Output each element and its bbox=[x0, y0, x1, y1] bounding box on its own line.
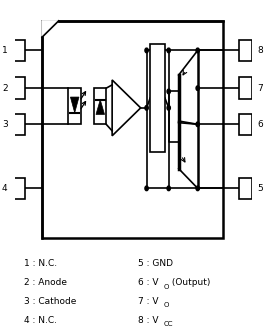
Bar bbox=[12, 77, 25, 99]
Text: 1 : N.C.: 1 : N.C. bbox=[24, 260, 57, 269]
Text: 5 : GND: 5 : GND bbox=[138, 260, 173, 269]
Text: 7 : V: 7 : V bbox=[138, 297, 159, 306]
Bar bbox=[150, 44, 165, 152]
Text: 3: 3 bbox=[2, 120, 8, 129]
Bar bbox=[42, 21, 223, 237]
Circle shape bbox=[145, 48, 148, 53]
Text: 8: 8 bbox=[257, 46, 263, 55]
Circle shape bbox=[167, 48, 170, 53]
Text: O: O bbox=[163, 302, 169, 308]
Bar bbox=[239, 40, 252, 61]
Bar bbox=[12, 178, 25, 199]
Text: 6: 6 bbox=[257, 120, 263, 129]
Polygon shape bbox=[96, 100, 104, 115]
Circle shape bbox=[196, 122, 199, 127]
Circle shape bbox=[167, 186, 170, 191]
Polygon shape bbox=[42, 21, 59, 37]
Text: 6 : V: 6 : V bbox=[138, 278, 159, 287]
Text: CC: CC bbox=[163, 321, 173, 327]
Text: 4 : N.C.: 4 : N.C. bbox=[24, 316, 57, 325]
Text: O: O bbox=[163, 284, 169, 290]
Circle shape bbox=[196, 186, 199, 191]
Circle shape bbox=[145, 186, 148, 191]
Text: 7: 7 bbox=[257, 84, 263, 93]
Text: 2: 2 bbox=[2, 84, 8, 93]
Text: 8 : V: 8 : V bbox=[138, 316, 159, 325]
Bar bbox=[12, 40, 25, 61]
Text: 4: 4 bbox=[2, 184, 8, 193]
Text: 5: 5 bbox=[257, 184, 263, 193]
Circle shape bbox=[167, 106, 170, 110]
Bar bbox=[239, 114, 252, 135]
Text: 2 : Anode: 2 : Anode bbox=[24, 278, 67, 287]
Circle shape bbox=[196, 86, 199, 91]
Bar bbox=[12, 114, 25, 135]
Circle shape bbox=[196, 48, 199, 53]
Bar bbox=[68, 88, 81, 124]
Circle shape bbox=[167, 89, 170, 94]
Polygon shape bbox=[70, 97, 79, 113]
Bar bbox=[239, 77, 252, 99]
Text: 1: 1 bbox=[2, 46, 8, 55]
Text: (Output): (Output) bbox=[169, 278, 211, 287]
Bar bbox=[239, 178, 252, 199]
Text: 3 : Cathode: 3 : Cathode bbox=[24, 297, 77, 306]
Bar bbox=[94, 88, 106, 124]
Circle shape bbox=[145, 106, 148, 110]
